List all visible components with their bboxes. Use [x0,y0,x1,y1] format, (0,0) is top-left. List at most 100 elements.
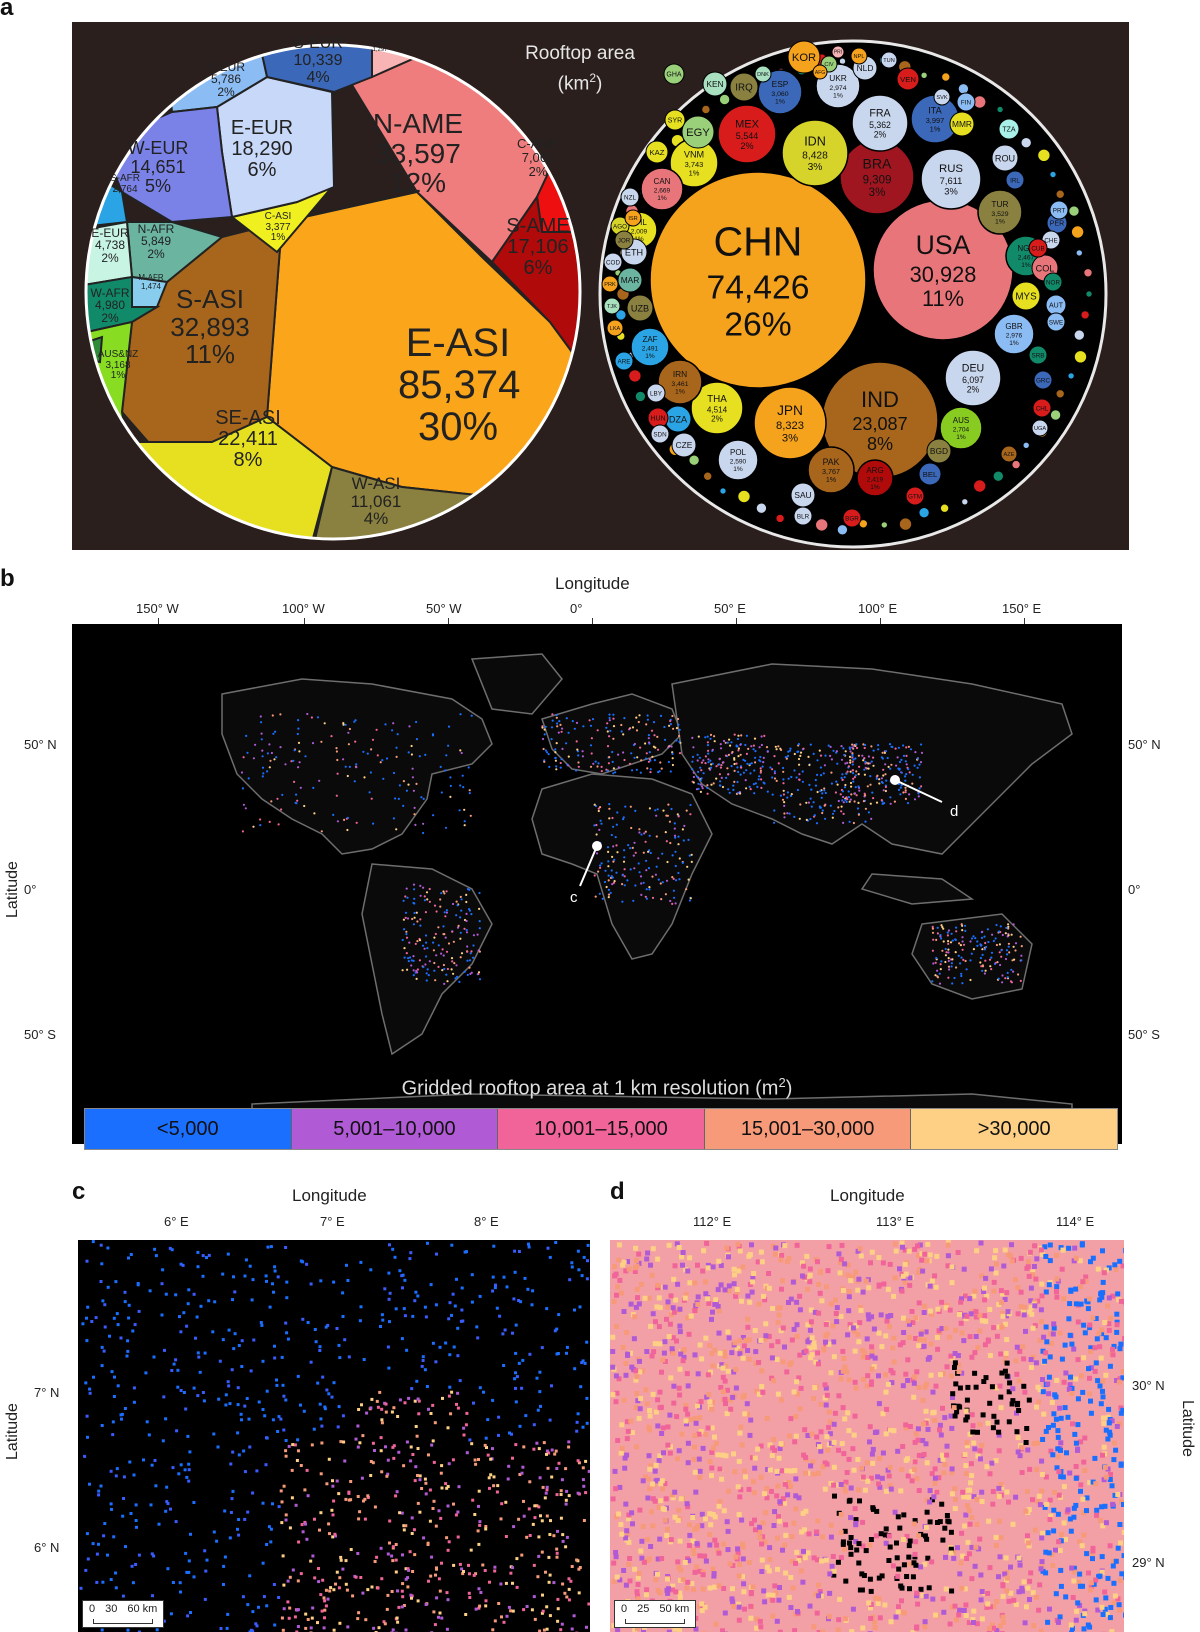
country-code-small: ETH [625,247,643,257]
country-pct: 2% [967,384,980,394]
b-y-tick-left: 50° S [24,1027,56,1042]
region-name: C-ASI [264,211,292,222]
region-pct: 2% [101,250,119,265]
d-y-tick: 29° N [1132,1555,1165,1570]
country-pct: 11% [922,286,964,311]
country-bubble-small-bgr: BGR [842,508,862,528]
minor-country-bubble [1083,268,1093,278]
c-x-tick: 7° E [320,1214,345,1229]
map-d [610,1240,1124,1632]
country-bubble-small-irl: IRL [1005,170,1025,190]
region-value: 17,106 [507,236,569,258]
d-x-tick: 114° E [1056,1214,1095,1229]
country-bubble-small-bgd: BGD [926,438,952,464]
country-value: 5,544 [736,131,759,141]
region-pct: 12% [389,167,447,198]
scale-c-2: 60 km [127,1603,158,1615]
region-label-8: S-EUR 10,339 4% [258,36,378,86]
minor-country-bubble [1071,225,1084,239]
minor-country-bubble [920,71,928,79]
region-name: S-ASI [176,284,244,315]
country-code-small: VEN [900,75,916,84]
country-code-small: CUB [1031,245,1044,252]
country-code-small: TJK [607,304,617,310]
b-y-tick-right: 0° [1128,882,1141,897]
country-bubble-small-cod: COD [603,252,623,272]
country-code: CHN [714,218,803,264]
country-pct: 1% [775,98,785,105]
country-pct: 3% [944,186,957,196]
c-x-tick: 8° E [474,1214,499,1229]
region-label-9: C-AME 7,065 2% [478,137,598,178]
region-voronoi-chart [84,43,582,541]
b-x-tick-mark [736,618,737,624]
country-bubble-small-ken: KEN [702,71,728,97]
country-code-small: COL [1036,263,1055,273]
country-bubble-small-gha: GHA [663,63,685,85]
country-bubble-small-cze: CZE [671,432,697,458]
b-x-tick: 50° W [426,601,462,616]
region-pct: 30% [417,405,499,449]
country-code: ZAF [642,335,657,344]
country-code-small: KOR [792,52,816,64]
country-pct: 3% [869,187,886,199]
country-bubble-small-nzl: NZL [620,187,640,207]
region-label-2: S-ASI 32,893 11% [150,286,270,368]
country-value: 2,974 [829,85,846,92]
region-pct: 4% [306,68,330,86]
country-bubble-small-syr: SYR [664,109,686,131]
country-code-small: PRK [604,282,616,288]
country-bubble-small-tza: TZA [998,118,1020,140]
country-value: 2,704 [953,427,970,434]
region-label-0: E-ASI 85,374 30% [398,322,520,449]
country-bubble-small-lka: LKA [606,319,624,337]
country-code-small: LBY [650,390,663,397]
country-code-small: PRI [834,50,842,56]
region-name: S-AFR [110,173,140,184]
region-pct: 6% [247,159,277,181]
region-pct: 4% [363,509,389,529]
region-value: 22,411 [218,428,278,450]
country-pct: 26% [724,306,791,343]
country-pct: 1% [634,236,644,243]
minor-country-bubble [615,309,627,321]
title-line-1: Rooftop area [525,43,635,64]
country-bubble-small-npl: NPL [850,47,868,65]
country-code-small: CIV [824,62,834,68]
region-value: 5,849 [140,234,172,249]
country-code-small: KAZ [650,148,665,157]
region-label-11: N-EUR 5,786 2% [166,61,286,99]
region-name: SE-ASI [215,407,281,429]
country-value: 2,491 [642,346,659,353]
legend-title: Gridded rooftop area at 1 km resolution … [401,1075,793,1100]
legend-bar: <5,000 5,001–10,000 10,001–15,000 15,001–30… [84,1108,1118,1150]
country-code: TUR [991,199,1008,209]
map-c [78,1240,590,1632]
b-x-tick: 50° E [714,601,746,616]
country-value: 3,060 [771,91,788,98]
b-x-tick-mark [880,618,881,624]
country-code-small: MMR [952,119,972,129]
country-code-small: CHL [1036,405,1049,412]
region-value: 3,377 [265,221,291,233]
country-bubble-small-afg: AFG [812,64,828,80]
legend-cell: 5,001–10,000 [291,1109,499,1149]
minor-country-bubble [1022,441,1030,449]
minor-country-bubble [973,479,987,493]
country-value: 5,362 [869,120,891,130]
region-pct: 6% [523,257,553,279]
scale-bar-c: 0 30 60 km [82,1600,164,1628]
country-value: 6,097 [962,375,984,385]
country-code-small: AFG [815,70,825,76]
b-x-tick: 100° W [282,601,325,616]
panel-b-x-title: Longitude [555,574,630,593]
d-x-tick: 112° E [693,1214,732,1229]
